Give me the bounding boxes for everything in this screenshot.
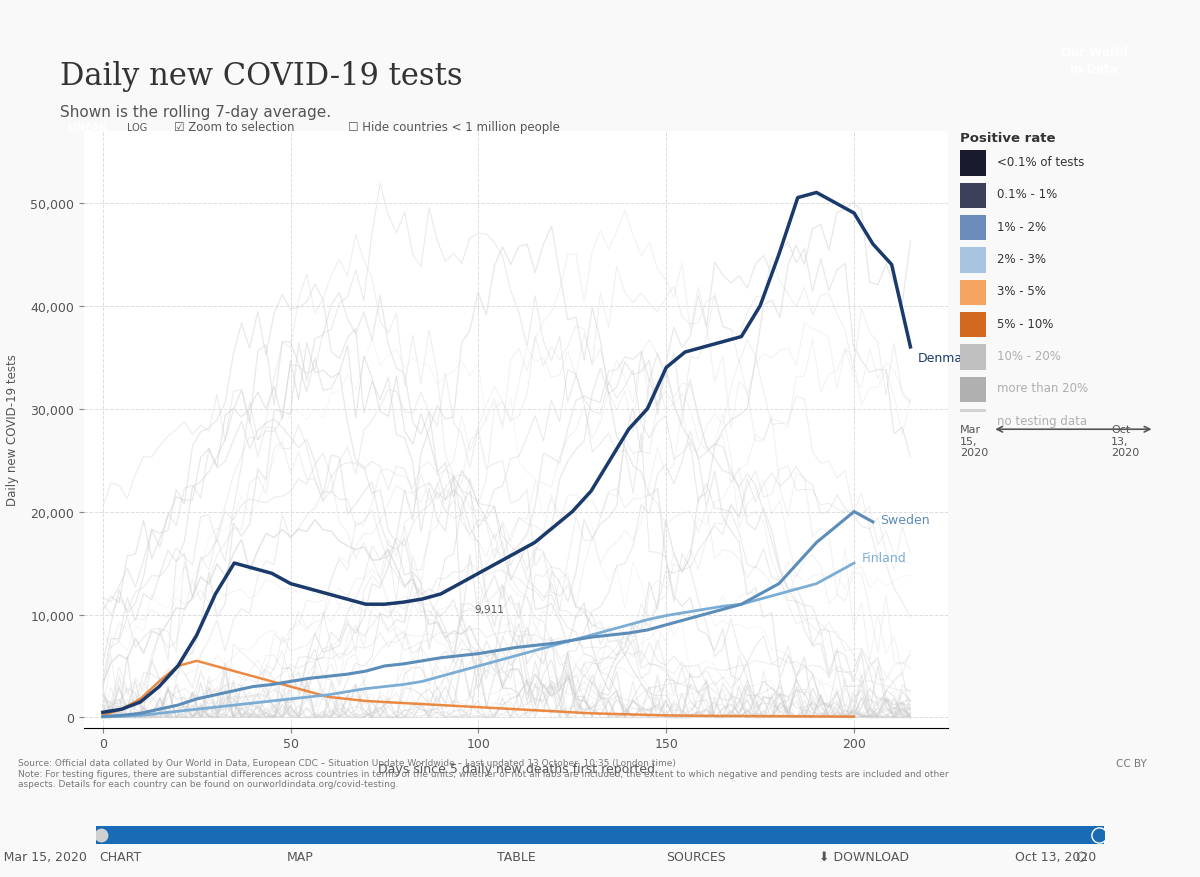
FancyBboxPatch shape — [960, 410, 986, 435]
Point — [636, 748, 655, 762]
Text: 2% - 3%: 2% - 3% — [997, 253, 1045, 266]
FancyBboxPatch shape — [960, 216, 986, 241]
FancyBboxPatch shape — [960, 183, 986, 209]
Text: Denmark: Denmark — [918, 352, 976, 364]
Text: Shown is the rolling 7-day average.: Shown is the rolling 7-day average. — [60, 105, 331, 120]
FancyBboxPatch shape — [960, 151, 986, 176]
Text: Oct
13,
2020: Oct 13, 2020 — [1111, 424, 1140, 458]
Text: 9,911: 9,911 — [475, 605, 505, 615]
Text: <0.1% of tests: <0.1% of tests — [997, 156, 1084, 169]
X-axis label: Days since 5 daily new deaths first reported: Days since 5 daily new deaths first repo… — [378, 762, 654, 774]
Text: Sweden: Sweden — [881, 514, 930, 527]
Text: LINEAR: LINEAR — [67, 123, 106, 133]
Text: Mar
15,
2020: Mar 15, 2020 — [960, 424, 989, 458]
Text: MAP: MAP — [287, 850, 313, 863]
Text: SOURCES: SOURCES — [666, 850, 726, 863]
Text: ☑ Zoom to selection: ☑ Zoom to selection — [174, 121, 294, 133]
Text: LOG: LOG — [127, 123, 146, 133]
Text: Positive rate: Positive rate — [960, 132, 1056, 145]
FancyBboxPatch shape — [960, 377, 986, 403]
Text: TABLE: TABLE — [497, 850, 535, 863]
FancyBboxPatch shape — [960, 248, 986, 274]
Text: Oct 13, 2020: Oct 13, 2020 — [1015, 850, 1097, 863]
Text: 5% - 10%: 5% - 10% — [997, 317, 1054, 331]
FancyBboxPatch shape — [960, 345, 986, 370]
FancyBboxPatch shape — [96, 826, 1104, 844]
Text: 1% - 2%: 1% - 2% — [997, 220, 1046, 233]
Y-axis label: Daily new COVID-19 tests: Daily new COVID-19 tests — [6, 354, 19, 505]
Text: ⬡: ⬡ — [1074, 850, 1086, 863]
Text: Source: Official data collated by Our World in Data, European CDC – Situation Up: Source: Official data collated by Our Wo… — [18, 759, 949, 788]
Text: CHART: CHART — [98, 850, 142, 863]
Text: 0.1% - 1%: 0.1% - 1% — [997, 189, 1057, 201]
Text: CC BY: CC BY — [1116, 759, 1147, 768]
Text: 10% - 20%: 10% - 20% — [997, 350, 1061, 362]
Text: more than 20%: more than 20% — [997, 381, 1088, 395]
Text: no testing data: no testing data — [997, 414, 1087, 427]
Text: ☐ Hide countries < 1 million people: ☐ Hide countries < 1 million people — [348, 121, 560, 133]
Text: 3% - 5%: 3% - 5% — [997, 285, 1045, 298]
Text: ⬇ DOWNLOAD: ⬇ DOWNLOAD — [818, 850, 910, 863]
Text: ▶  Mar 15, 2020: ▶ Mar 15, 2020 — [0, 850, 86, 863]
FancyBboxPatch shape — [960, 281, 986, 305]
Text: Finland: Finland — [862, 552, 906, 565]
FancyBboxPatch shape — [960, 312, 986, 338]
Text: Daily new COVID-19 tests: Daily new COVID-19 tests — [60, 61, 463, 92]
Text: Our World
in Data: Our World in Data — [1061, 46, 1128, 76]
